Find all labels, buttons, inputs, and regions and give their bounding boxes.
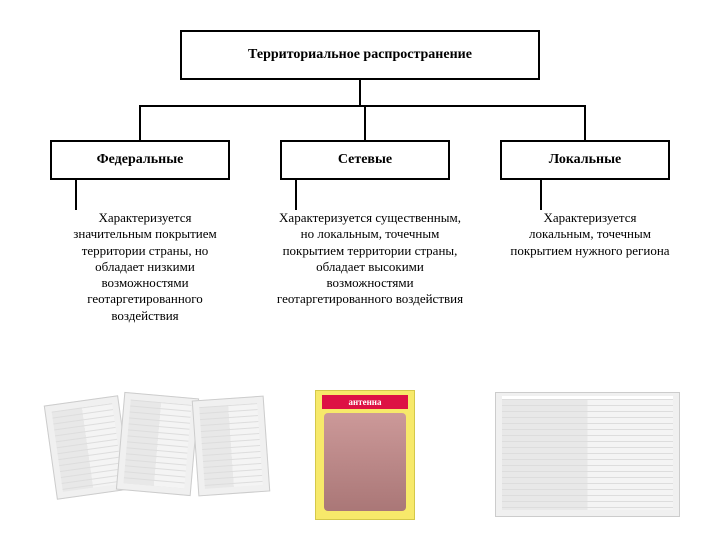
branch-label: Локальные [549,152,622,168]
branch-box-network: Сетевые [280,140,450,180]
branch-box-federal: Федеральные [50,140,230,180]
root-title: Территориальное распространение [248,47,472,63]
connector-root-down [359,80,361,105]
desc-local: Характеризуется локальным, точечным покр… [510,210,670,259]
connector-bus [139,105,585,107]
connector-branch-0 [139,105,141,140]
branch-label: Федеральные [97,152,184,168]
desc-federal: Характеризуется значительным покрытием т… [60,210,230,324]
magazine-thumb: антенна [315,390,415,520]
magazine-title: антенна [322,395,408,409]
root-box: Территориальное распространение [180,30,540,80]
right-newspaper-title: Континент [502,396,673,410]
branch-box-local: Локальные [500,140,670,180]
connector-branch-2 [584,105,586,140]
branch-label: Сетевые [338,152,392,168]
newspaper-thumb-1 [116,392,199,496]
newspaper-thumb-2 [192,396,271,497]
connector-branch-1 [364,105,366,140]
desc-network: Характеризуется существенным, но локальн… [275,210,465,308]
right-newspaper-thumb: Континент [495,392,680,517]
